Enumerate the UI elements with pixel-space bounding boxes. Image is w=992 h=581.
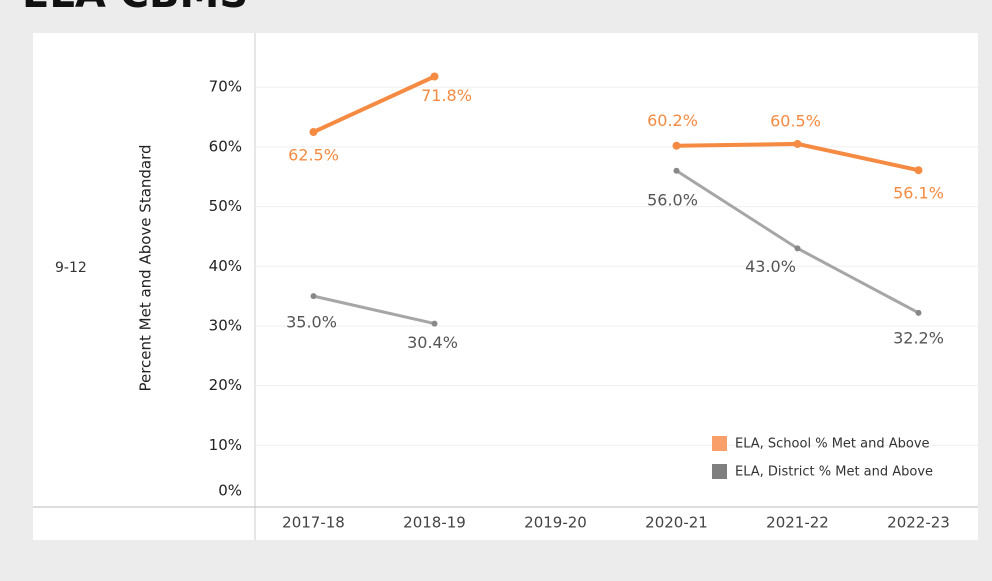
y-tick-label: 40% xyxy=(209,257,242,275)
x-tick-label: 2018-19 xyxy=(403,514,466,532)
point xyxy=(430,72,439,81)
value-label: 32.2% xyxy=(893,328,944,347)
y-tick-label: 50% xyxy=(209,197,242,215)
y-tick-label: 60% xyxy=(209,137,242,155)
point xyxy=(794,245,801,252)
value-label: 71.8% xyxy=(421,86,472,105)
x-tick-label: 2022-23 xyxy=(887,514,950,532)
point xyxy=(310,293,317,300)
panel xyxy=(33,33,978,540)
legend-swatch xyxy=(712,436,727,451)
point xyxy=(431,320,438,327)
value-label: 56.1% xyxy=(893,184,944,203)
value-label: 30.4% xyxy=(407,333,458,352)
point xyxy=(672,141,681,150)
value-label: 43.0% xyxy=(745,257,796,276)
series-line xyxy=(312,74,436,134)
point xyxy=(915,309,922,316)
y-tick-label: 30% xyxy=(209,316,242,334)
x-tick-label: 2021-22 xyxy=(766,514,829,532)
y-axis-label: Percent Met and Above Standard xyxy=(137,144,155,391)
point xyxy=(673,167,680,174)
legend-swatch xyxy=(712,464,727,479)
value-label: 60.2% xyxy=(647,111,698,130)
x-tick-label: 2019-20 xyxy=(524,514,587,532)
chart-title: ELA CBMS xyxy=(22,0,248,17)
point xyxy=(914,166,923,175)
y-tick-label: 70% xyxy=(209,78,242,96)
x-tick-label: 2017-18 xyxy=(282,514,345,532)
y-tick-label: 10% xyxy=(209,436,242,454)
point xyxy=(309,128,318,137)
point xyxy=(793,139,802,148)
value-label: 35.0% xyxy=(286,313,337,332)
value-label: 62.5% xyxy=(288,146,339,165)
y-tick-label: 0% xyxy=(218,482,242,500)
row-label: 9-12 xyxy=(55,260,87,276)
value-label: 56.0% xyxy=(647,190,698,209)
x-tick-label: 2020-21 xyxy=(645,514,708,532)
y-tick-label: 20% xyxy=(209,376,242,394)
value-label: 60.5% xyxy=(770,111,821,130)
legend-label: ELA, District % Met and Above xyxy=(735,465,933,480)
legend-label: ELA, School % Met and Above xyxy=(735,437,930,452)
series-line xyxy=(313,294,435,326)
